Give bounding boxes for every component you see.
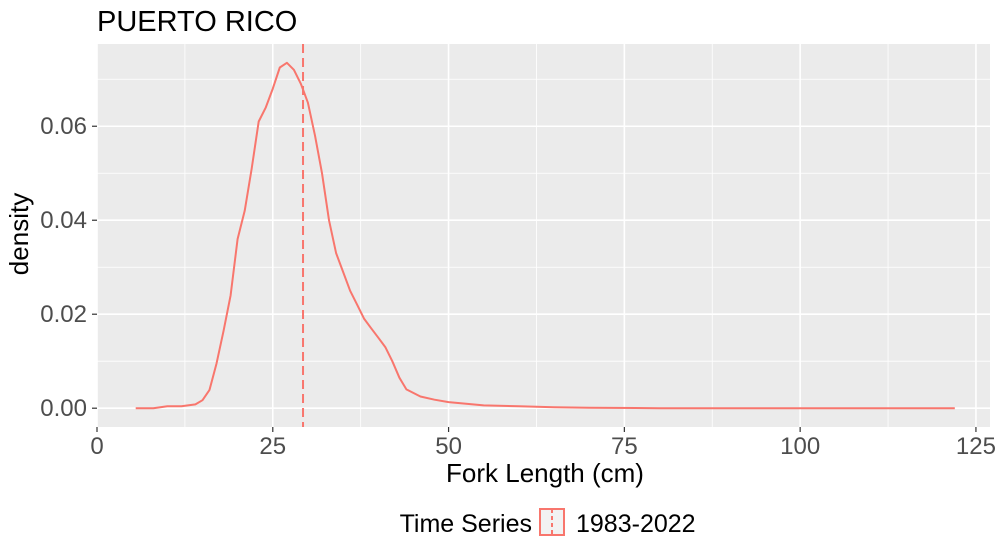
series-layer [135, 44, 955, 427]
y-axis-title: density [4, 193, 34, 275]
major-gridlines [96, 44, 990, 427]
x-tick-labels: 0 25 50 75 100 125 [90, 433, 996, 460]
y-tick-labels: 0.00 0.02 0.04 0.06 [40, 113, 87, 422]
legend: Time Series 1983-2022 [400, 508, 696, 538]
x-tick-label: 50 [435, 433, 462, 460]
x-axis-title: Fork Length (cm) [446, 458, 644, 488]
legend-key [539, 508, 565, 536]
legend-label: 1983-2022 [576, 510, 696, 538]
x-tick-label: 100 [780, 433, 820, 460]
y-tick-label: 0.04 [40, 207, 87, 234]
y-tick-label: 0.06 [40, 113, 87, 140]
plot-panel [97, 44, 990, 427]
minor-gridlines [97, 44, 990, 427]
y-tick-label: 0.00 [40, 395, 87, 422]
x-tick-label: 25 [259, 433, 286, 460]
chart-title: PUERTO RICO [97, 6, 297, 38]
x-tick-label: 75 [611, 433, 638, 460]
y-tick-label: 0.02 [40, 301, 87, 328]
density-line [135, 61, 955, 410]
x-tick-label: 0 [90, 433, 103, 460]
legend-title: Time Series [400, 510, 532, 538]
x-tick-label: 125 [956, 433, 996, 460]
axis-ticks [92, 125, 977, 432]
